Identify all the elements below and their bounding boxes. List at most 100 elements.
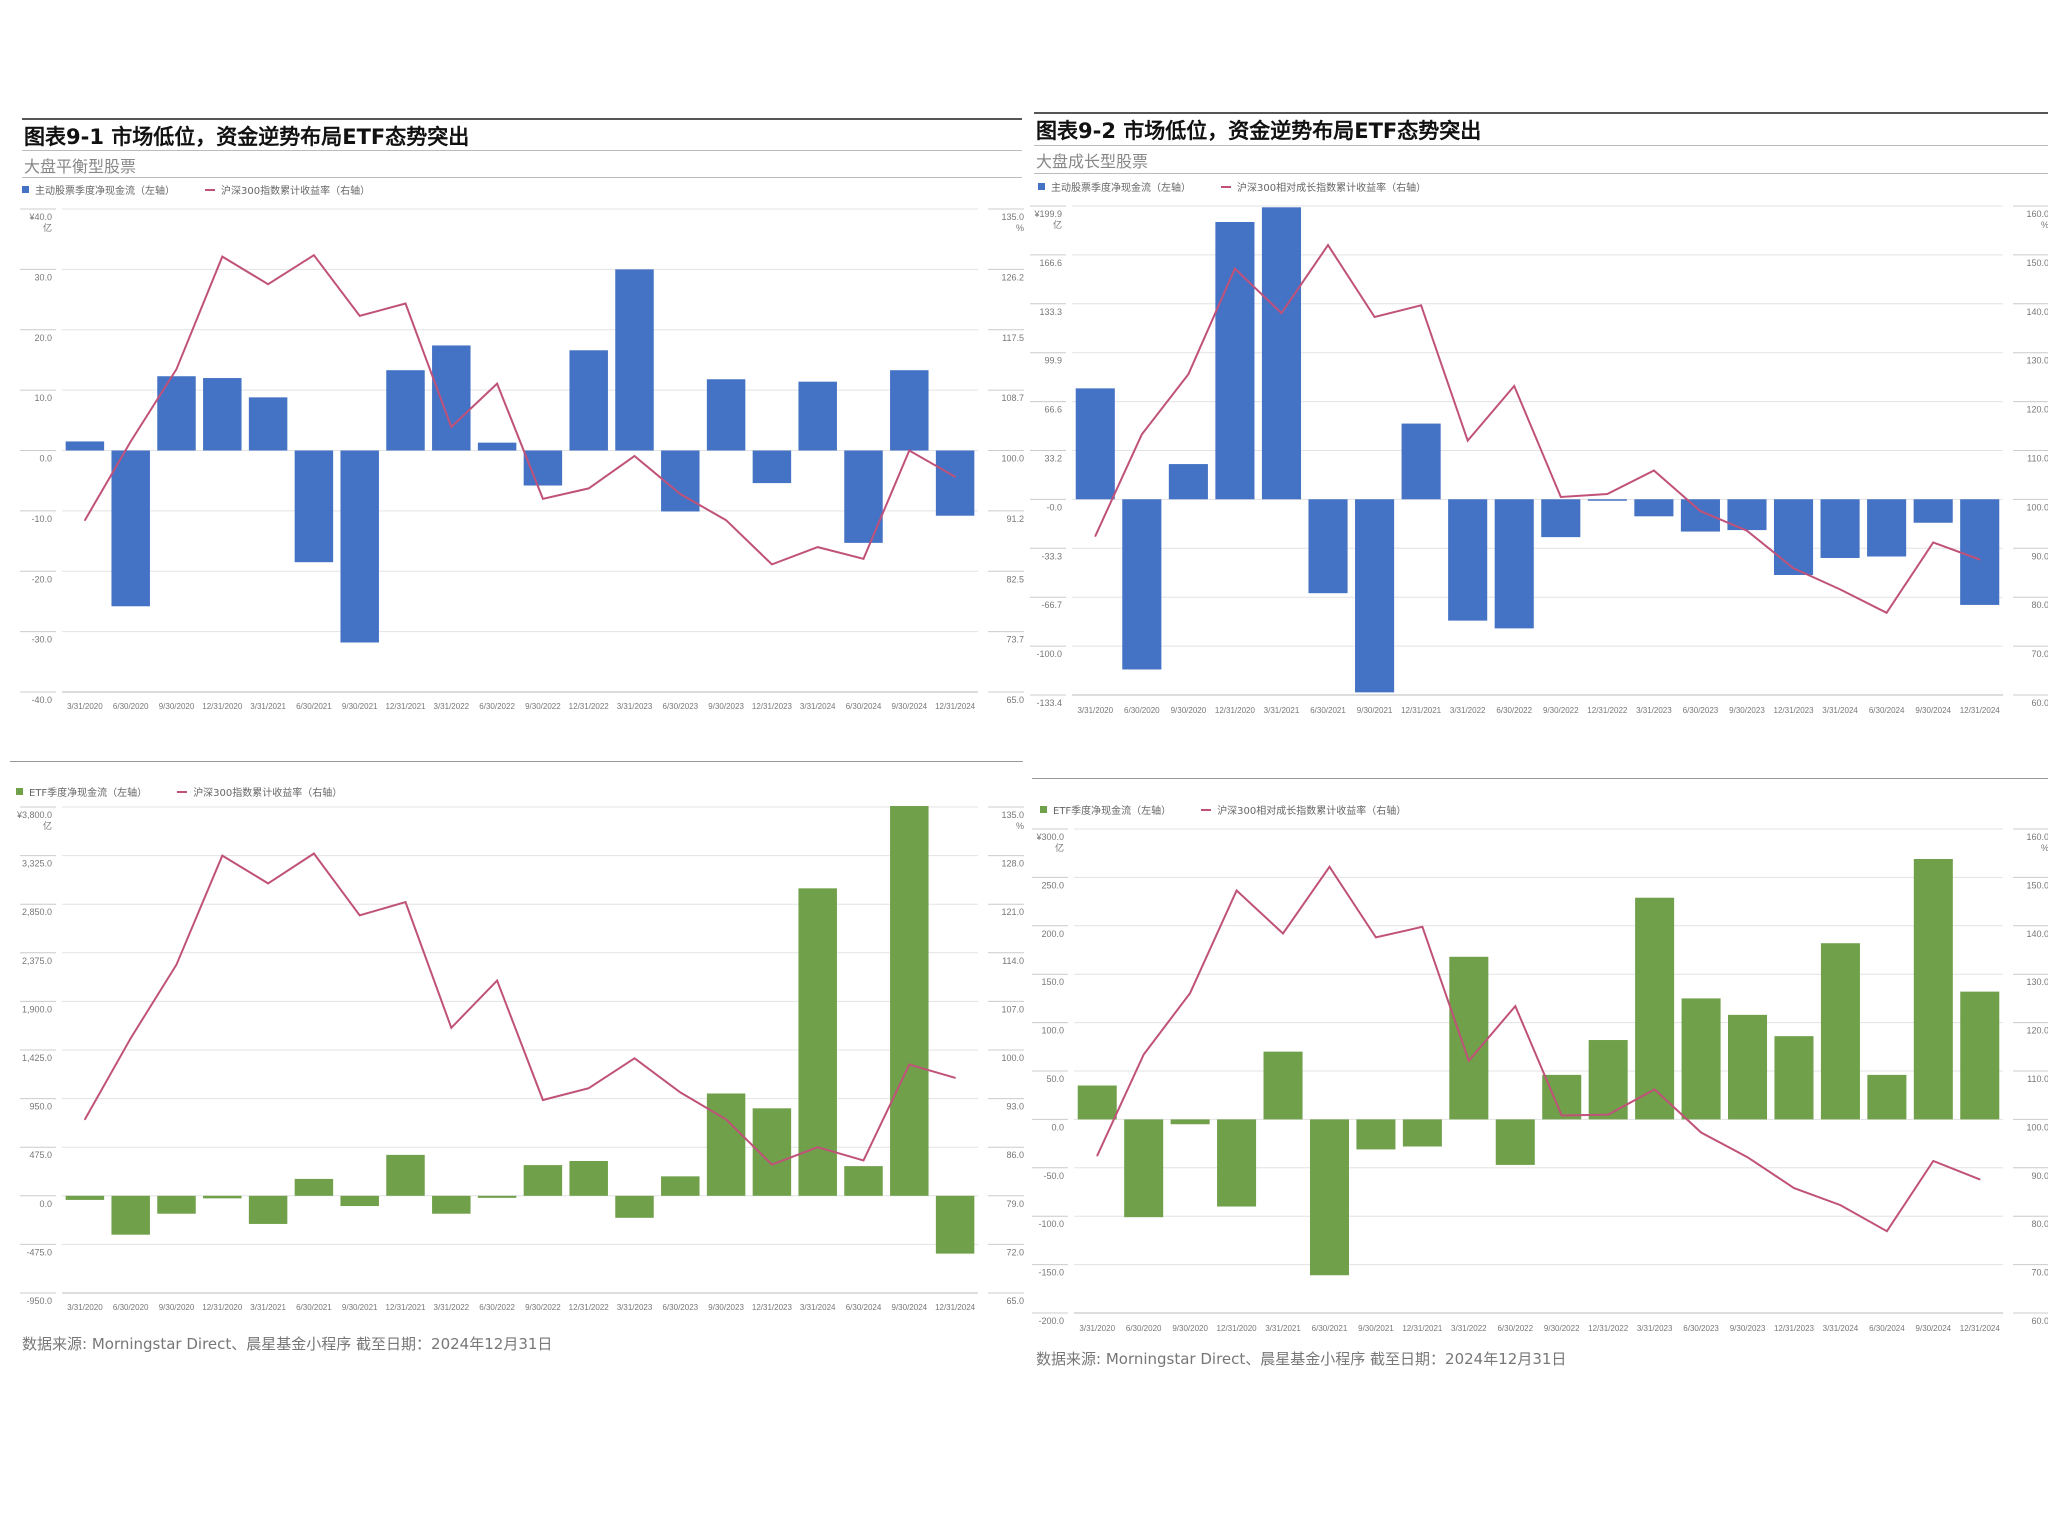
bar xyxy=(798,381,837,451)
left-tick-label: -40.0 xyxy=(31,695,52,705)
left-tick-label: 150.0 xyxy=(1041,977,1064,987)
legend-bar-swatch xyxy=(1038,183,1045,190)
line-point xyxy=(1142,1053,1145,1056)
line-point xyxy=(496,382,498,385)
line-point xyxy=(1235,889,1238,892)
left-tick-label: 0.0 xyxy=(1051,1122,1064,1132)
bar xyxy=(248,397,288,451)
x-tick-label: 12/31/2022 xyxy=(569,1303,610,1312)
bar xyxy=(569,350,608,451)
left-tick-label: 50.0 xyxy=(1046,1074,1064,1084)
line-point xyxy=(587,487,590,490)
line-point xyxy=(908,449,911,452)
x-tick-label: 3/31/2021 xyxy=(1264,706,1300,715)
right-tick-label: 73.7 xyxy=(1006,635,1024,645)
bar xyxy=(1449,956,1489,1120)
chart-title-right: 图表9-2 市场低位，资金逆势布局ETF态势突出 xyxy=(1036,119,1482,143)
bar xyxy=(1261,207,1302,500)
right-tick-label: 120.0 xyxy=(2026,405,2048,415)
x-tick-label: 3/31/2022 xyxy=(434,1303,470,1312)
bar xyxy=(935,1195,975,1254)
right-tick-label: 70.0 xyxy=(2031,649,2048,659)
bar xyxy=(1077,1085,1117,1120)
bar xyxy=(477,442,517,451)
bar xyxy=(615,269,654,451)
x-tick-label: 12/31/2023 xyxy=(752,702,793,711)
bar xyxy=(1773,499,1814,575)
bar xyxy=(1168,464,1208,500)
x-tick-label: 6/30/2024 xyxy=(1869,706,1905,715)
title-rule xyxy=(1034,112,2048,114)
line-point xyxy=(771,563,773,566)
bar xyxy=(798,888,837,1196)
return-line xyxy=(84,852,956,1166)
right-tick-label: 90.0 xyxy=(2031,1171,2048,1181)
line-point xyxy=(1096,1154,1099,1157)
bar xyxy=(432,1195,471,1214)
bar xyxy=(1960,499,2000,605)
x-tick-label: 6/30/2021 xyxy=(1310,706,1346,715)
source-footer-right: 数据来源: Morningstar Direct、晨星基金小程序 截至日期：20… xyxy=(1036,1350,1567,1368)
panel-divider xyxy=(10,761,1023,762)
x-tick-label: 3/31/2022 xyxy=(434,702,470,711)
bar xyxy=(1635,897,1675,1120)
left-tick-label: 66.6 xyxy=(1044,405,1062,415)
legend-bar-swatch xyxy=(1040,806,1047,813)
bar xyxy=(1401,423,1441,500)
legend-line-label: 沪深300相对成长指数累计收益率（右轴） xyxy=(1237,183,1427,194)
x-tick-label: 12/31/2023 xyxy=(1774,706,1815,715)
chart-3: ¥3,800.0 135.0 3,325.0 128.0 2,850.0 121.0 2,3… xyxy=(16,805,1024,1312)
x-tick-label: 6/30/2020 xyxy=(113,1303,149,1312)
line-point xyxy=(450,426,453,428)
line-point xyxy=(358,914,361,917)
legend-bar-label: ETF季度净现金流（左轴） xyxy=(29,788,148,799)
legend-bar-label: 主动股票季度净现金流（左轴） xyxy=(1051,183,1191,194)
right-tick-label: 110.0 xyxy=(2027,454,2048,464)
bar xyxy=(844,1166,883,1196)
x-tick-label: 12/31/2022 xyxy=(1587,706,1628,715)
x-tick-label: 12/31/2021 xyxy=(1401,706,1442,715)
x-tick-label: 12/31/2020 xyxy=(202,702,243,711)
left-tick-label: -0.0 xyxy=(1046,502,1062,512)
subtitle-rule xyxy=(22,150,1022,151)
left-tick-label: 250.0 xyxy=(1041,880,1064,890)
legend-line-swatch xyxy=(177,790,188,793)
bar xyxy=(1728,1014,1768,1120)
bar xyxy=(615,1195,654,1218)
bar xyxy=(1355,499,1395,693)
x-tick-label: 12/31/2020 xyxy=(202,1303,243,1312)
bar xyxy=(1356,1119,1396,1150)
x-tick-label: 9/30/2020 xyxy=(1171,706,1207,715)
line-point xyxy=(84,1118,86,1121)
left-axis-unit: 亿 xyxy=(43,820,52,831)
left-tick-label: -10.0 xyxy=(31,514,52,524)
line-point xyxy=(1420,304,1422,307)
line-point xyxy=(1653,1088,1656,1091)
line-point xyxy=(84,519,86,521)
line-point xyxy=(679,493,682,495)
right-tick-label: 110.0 xyxy=(2027,1074,2048,1084)
bar xyxy=(1542,1074,1582,1120)
x-tick-label: 9/30/2022 xyxy=(525,1303,561,1312)
legend-rule xyxy=(1034,173,2048,174)
left-tick-label: ¥3,800.0 xyxy=(16,810,52,820)
line-point xyxy=(908,1063,911,1066)
bar xyxy=(386,1154,425,1196)
right-tick-label: 140.0 xyxy=(2026,929,2048,939)
left-tick-label: -100.0 xyxy=(1038,1219,1064,1229)
bar xyxy=(1215,221,1255,500)
x-tick-label: 6/30/2020 xyxy=(113,702,149,711)
right-tick-label: 117.5 xyxy=(1002,333,1024,343)
left-tick-label: 166.6 xyxy=(1039,258,1062,268)
left-tick-label: 133.3 xyxy=(1039,307,1062,317)
line-point xyxy=(1328,865,1331,868)
right-axis-unit: % xyxy=(1016,821,1024,831)
line-point xyxy=(1282,932,1284,935)
line-point xyxy=(313,852,315,855)
right-tick-label: 79.0 xyxy=(1006,1199,1024,1209)
left-tick-label: 1,900.0 xyxy=(22,1004,52,1014)
left-tick-label: 10.0 xyxy=(34,393,52,403)
right-tick-label: 130.0 xyxy=(2026,977,2048,987)
line-point xyxy=(954,1076,956,1079)
left-tick-label: -200.0 xyxy=(1038,1316,1064,1326)
